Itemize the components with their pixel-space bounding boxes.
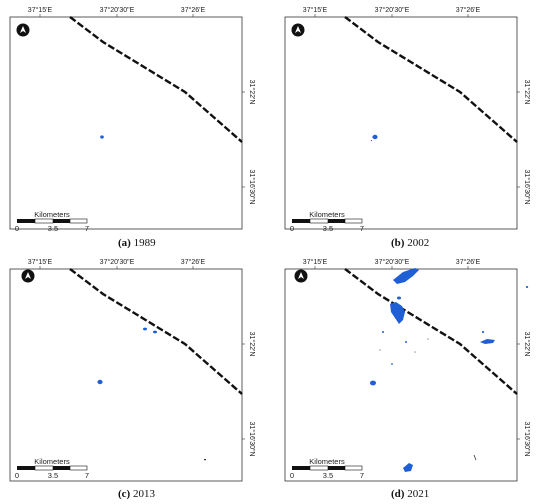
- water-body: [153, 330, 157, 334]
- north-arrow-icon: [294, 269, 308, 283]
- water-body: [379, 349, 381, 351]
- panel-caption: (d) 2021: [391, 488, 429, 500]
- water-body: [371, 140, 372, 141]
- top-tick-3: 37°26'E: [456, 6, 481, 14]
- scale-label-0: 0: [15, 224, 19, 233]
- map-panel-c: 37°15'E 37°20'30"E 37°26'E 31°22'N 31°16…: [0, 252, 275, 504]
- scale-label-max: 7: [85, 224, 89, 233]
- top-tick-3: 37°26'E: [181, 258, 206, 266]
- panel-caption: (c) 2013: [118, 488, 155, 500]
- water-body: [100, 135, 104, 139]
- north-arrow-icon: [21, 269, 35, 283]
- scale-title: Kilometers: [309, 210, 345, 219]
- scale-label-0: 0: [290, 224, 294, 233]
- map-b-svg: 37°15'E 37°20'30"E 37°26'E 31°22'N 31°16…: [284, 6, 531, 233]
- water-body: [372, 134, 378, 140]
- water-body: [370, 380, 376, 386]
- map-panel-a: 37°15'E 37°20'30"E 37°26'E 31°22'N 31°16…: [0, 0, 275, 250]
- top-tick-1: 37°15'E: [303, 258, 328, 266]
- caption-letter: (b): [391, 237, 405, 249]
- caption-letter: (d): [391, 488, 405, 500]
- boundary-line: [69, 268, 243, 395]
- scale-label-mid: 3.5: [48, 471, 58, 480]
- right-tick-1: 31°22'N: [523, 332, 531, 357]
- panel-caption: (a) 1989: [118, 237, 156, 249]
- caption-letter: (a): [118, 237, 131, 249]
- top-tick-2: 37°20'30"E: [100, 258, 135, 266]
- scale-label-max: 7: [360, 471, 364, 480]
- scale-bar: Kilometers 0 3.5 7: [15, 457, 89, 480]
- top-tick-1: 37°15'E: [303, 6, 328, 14]
- map-frame: [9, 268, 243, 482]
- scale-bar: Kilometers 0 3.5 7: [15, 210, 89, 233]
- right-tick-2: 31°16'30"N: [248, 169, 256, 204]
- right-tick-2: 31°16'30"N: [523, 169, 531, 204]
- caption-year: 2002: [407, 237, 430, 249]
- map-c-svg: 37°15'E 37°20'30"E 37°26'E 31°22'N 31°16…: [9, 258, 256, 482]
- water-body: [143, 327, 147, 331]
- caption-year: 2021: [407, 488, 430, 500]
- right-tick-1: 31°22'N: [248, 332, 256, 357]
- scale-bar: Kilometers 0 3.5 7: [290, 210, 364, 233]
- map-frame: [284, 268, 518, 482]
- north-arrow-icon: [16, 23, 30, 37]
- scale-label-mid: 3.5: [323, 471, 333, 480]
- caption-year: 2013: [132, 488, 155, 500]
- boundary-line: [344, 268, 518, 395]
- scale-label-max: 7: [85, 471, 89, 480]
- water-body: [393, 268, 419, 284]
- scale-label-0: 0: [290, 471, 294, 480]
- scale-title: Kilometers: [34, 210, 70, 219]
- top-tick-3: 37°26'E: [456, 258, 481, 266]
- map-frame: [9, 16, 243, 230]
- top-tick-2: 37°20'30"E: [375, 258, 410, 266]
- scale-label-0: 0: [15, 471, 19, 480]
- caption-year: 1989: [133, 237, 156, 249]
- water-body: [473, 454, 477, 461]
- map-panel-b: 37°15'E 37°20'30"E 37°26'E 31°22'N 31°16…: [275, 0, 550, 250]
- water-body: [414, 351, 416, 353]
- map-panel-d: 37°15'E 37°20'30"E 37°26'E 31°22'N 31°16…: [275, 252, 550, 504]
- map-d-svg: 37°15'E 37°20'30"E 37°26'E 31°22'N 31°16…: [284, 258, 531, 482]
- scale-title: Kilometers: [309, 457, 345, 466]
- water-body: [427, 338, 429, 340]
- top-tick-3: 37°26'E: [181, 6, 206, 14]
- water-body: [204, 459, 206, 461]
- scale-label-mid: 3.5: [48, 224, 58, 233]
- water-body: [97, 379, 103, 385]
- water-body: [405, 341, 407, 343]
- panel-caption: (b) 2002: [391, 237, 429, 249]
- top-tick-2: 37°20'30"E: [100, 6, 135, 14]
- north-arrow-icon: [291, 23, 305, 37]
- water-body: [525, 286, 529, 288]
- right-tick-1: 31°22'N: [523, 80, 531, 105]
- water-body: [390, 302, 405, 324]
- top-tick-1: 37°15'E: [28, 258, 53, 266]
- caption-letter: (c): [118, 488, 131, 500]
- map-frame: [284, 16, 518, 230]
- water-body: [397, 296, 401, 300]
- water-body: [481, 331, 485, 333]
- top-tick-2: 37°20'30"E: [375, 6, 410, 14]
- water-body: [403, 463, 413, 472]
- water-body: [480, 339, 495, 344]
- right-tick-2: 31°16'30"N: [248, 421, 256, 456]
- top-tick-1: 37°15'E: [28, 6, 53, 14]
- scale-title: Kilometers: [34, 457, 70, 466]
- scale-label-mid: 3.5: [323, 224, 333, 233]
- scale-bar: Kilometers 0 3.5 7: [290, 457, 364, 480]
- boundary-line: [344, 16, 518, 143]
- map-a-svg: 37°15'E 37°20'30"E 37°26'E 31°22'N 31°16…: [9, 6, 256, 233]
- water-body: [391, 363, 393, 365]
- right-tick-1: 31°22'N: [248, 80, 256, 105]
- water-body: [382, 331, 384, 333]
- right-tick-2: 31°16'30"N: [523, 421, 531, 456]
- scale-label-max: 7: [360, 224, 364, 233]
- boundary-line: [69, 16, 243, 143]
